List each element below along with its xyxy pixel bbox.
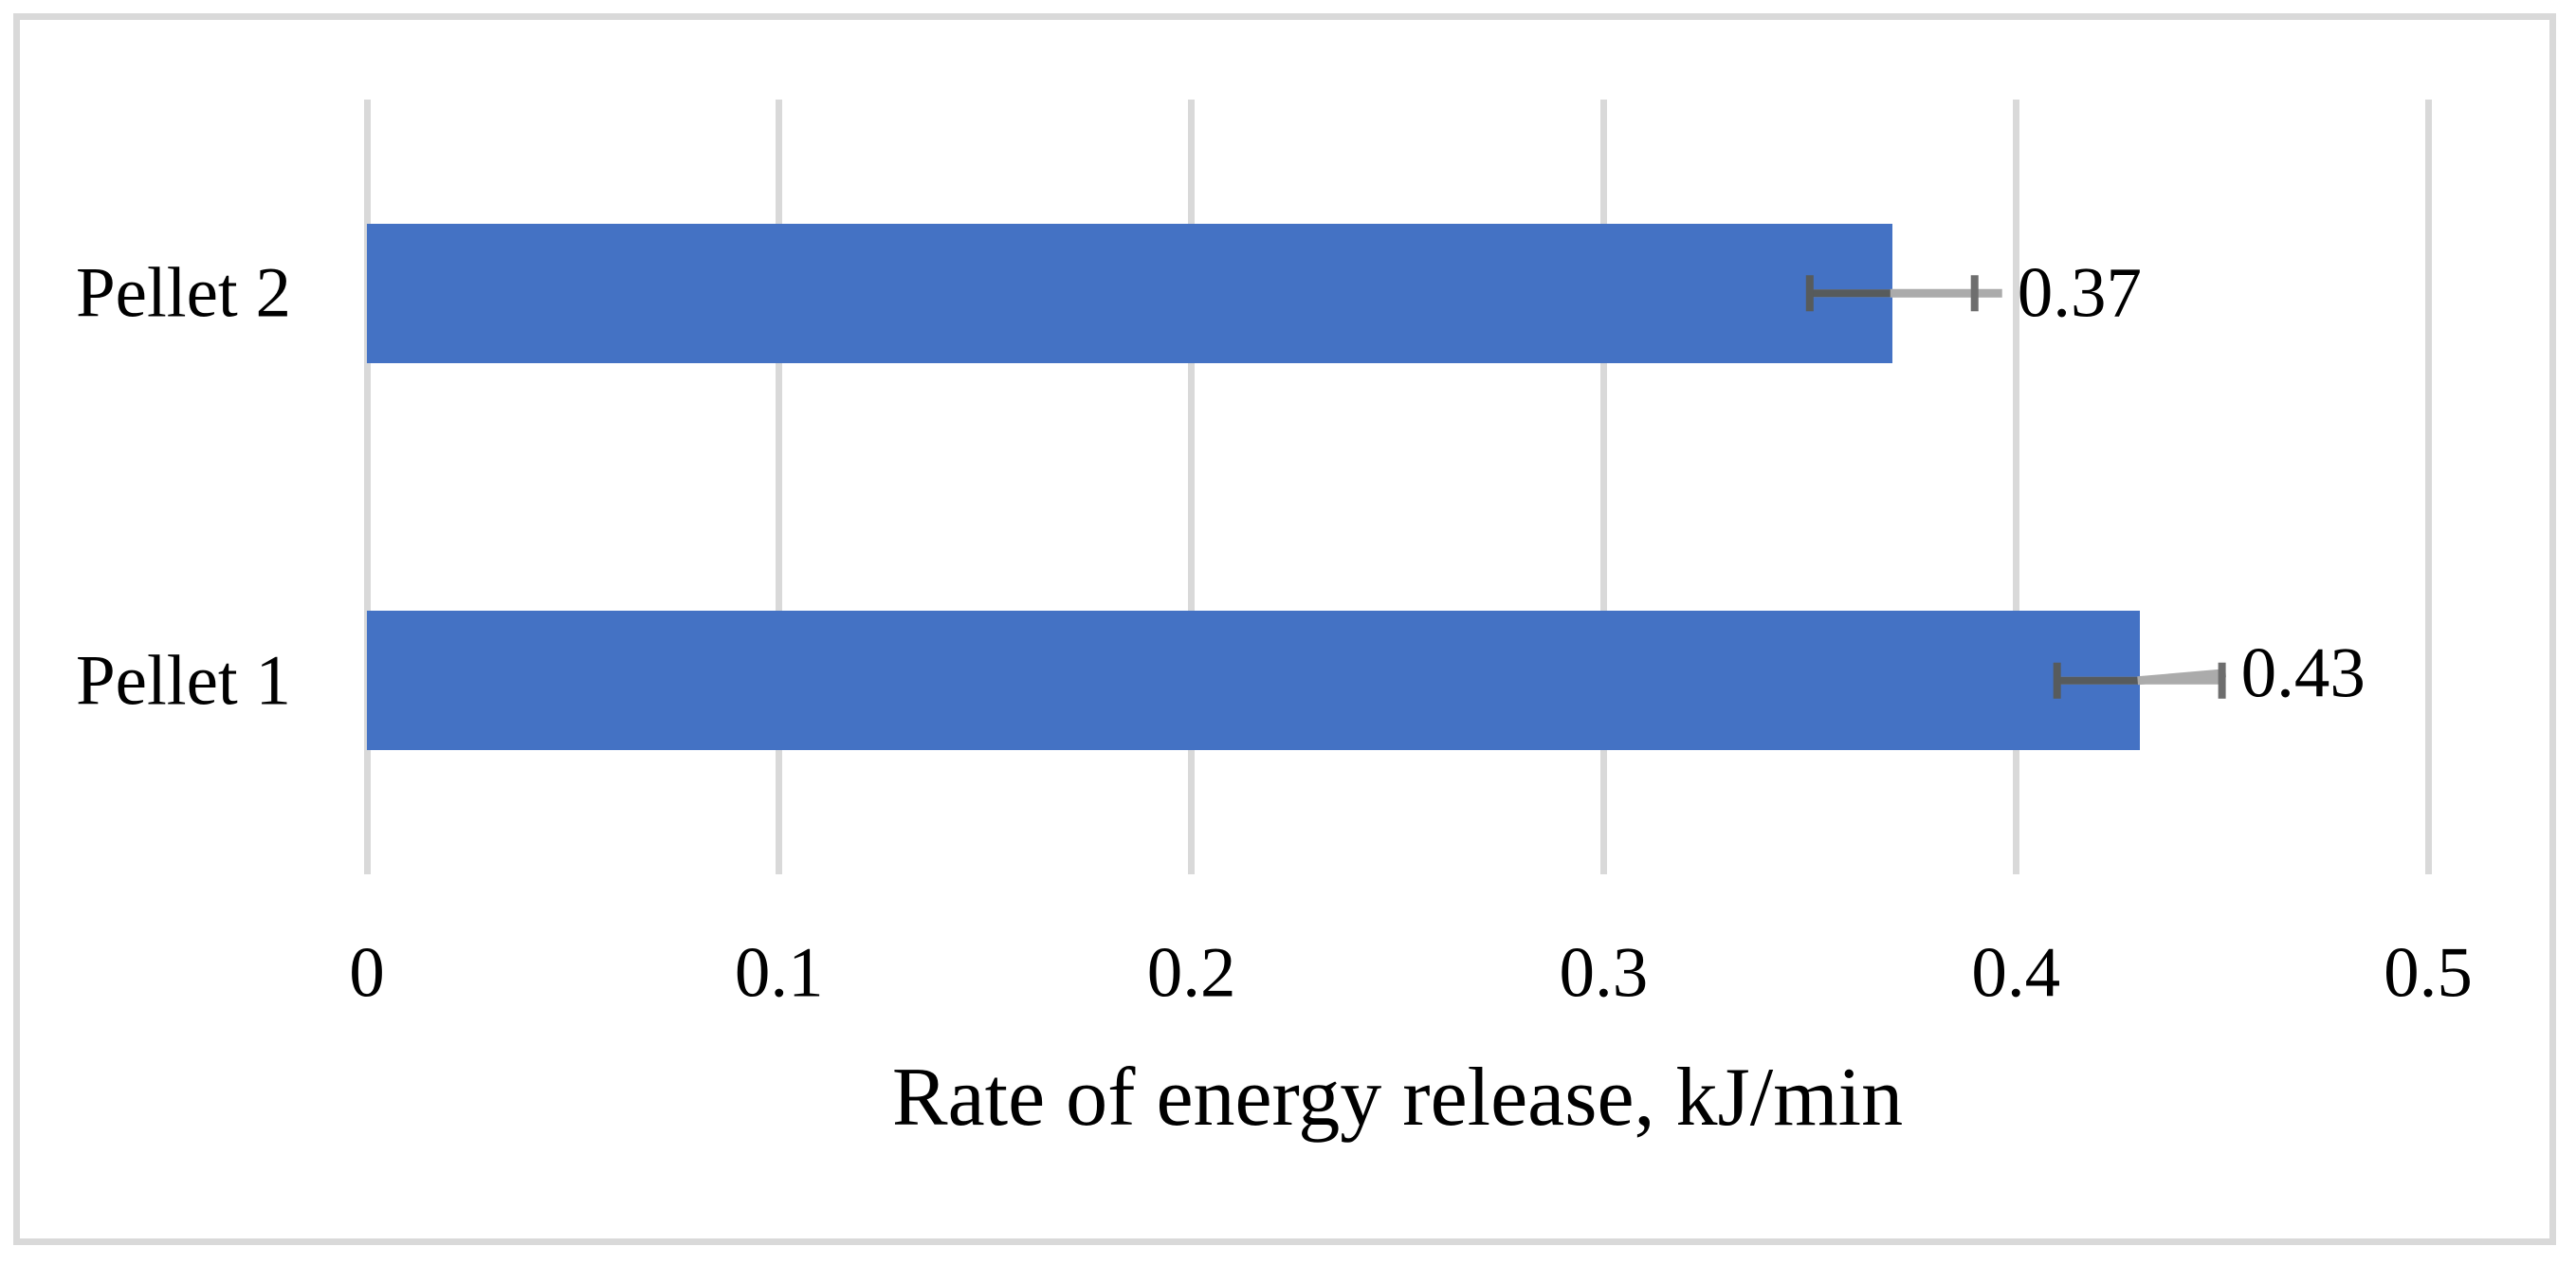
x-tick-label: 0.4 <box>1971 933 2061 1013</box>
gridline-0.3 <box>1599 100 1607 874</box>
category-label-pellet-1: Pellet 1 <box>75 641 291 721</box>
gridline-0.5 <box>2424 100 2432 874</box>
x-tick-label: 0 <box>349 933 385 1013</box>
x-tick-label: 0.2 <box>1146 933 1236 1013</box>
x-tick-label: 0.3 <box>1559 933 1649 1013</box>
gridline-0.2 <box>1188 100 1196 874</box>
category-label-pellet-2: Pellet 2 <box>75 253 291 333</box>
chart-border <box>13 13 2556 1245</box>
error-bar-segment <box>2137 669 2226 686</box>
bar-pellet-1 <box>367 611 2140 751</box>
data-label-pellet-2: 0.37 <box>2017 253 2142 333</box>
x-tick-label: 0.1 <box>734 933 824 1013</box>
x-tick-label: 0.5 <box>2384 933 2473 1013</box>
bar-pellet-2 <box>367 223 1892 363</box>
gridline-0.4 <box>2012 100 2019 874</box>
gridline-0 <box>363 100 371 874</box>
data-label-pellet-1: 0.43 <box>2240 633 2366 713</box>
gridline-0.1 <box>776 100 783 874</box>
x-axis-title: Rate of energy release, kJ/min <box>891 1052 1904 1144</box>
